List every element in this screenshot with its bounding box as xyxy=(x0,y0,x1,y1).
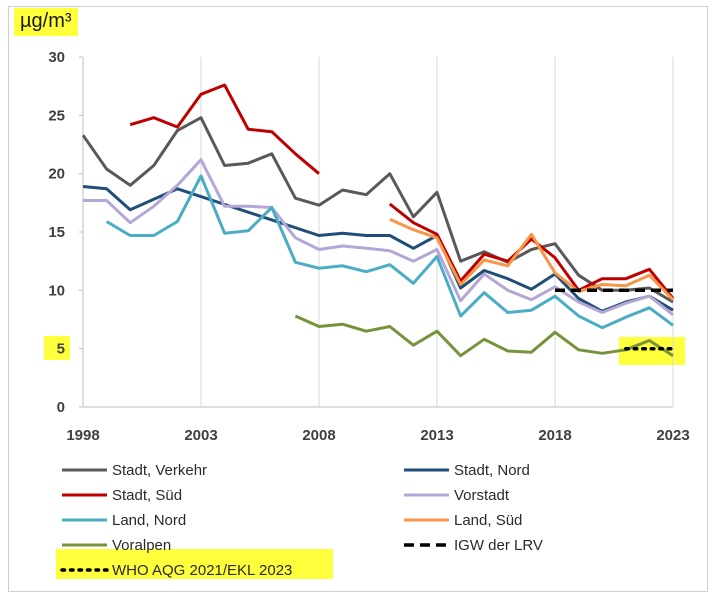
y-tick-label: 5 xyxy=(57,341,65,358)
series-line xyxy=(294,314,674,358)
legend-label: Land, Süd xyxy=(454,512,522,529)
y-tick-highlight xyxy=(44,336,70,360)
axes-layer: 0 5 10 15 20 25 30 1998 2003 2008 2013 2018 2023 xyxy=(48,49,689,444)
x-tick-label: 2008 xyxy=(302,427,335,444)
y-tick-label: 20 xyxy=(48,166,65,183)
x-tick-label: 1998 xyxy=(66,427,99,444)
series-line xyxy=(389,217,675,301)
y-tick-label: 15 xyxy=(48,224,65,241)
legend-label: Voralpen xyxy=(112,537,171,554)
chart-frame xyxy=(8,6,708,592)
series-line xyxy=(388,202,675,300)
y-tick-label: 25 xyxy=(48,107,65,124)
legend-label: Stadt, Verkehr xyxy=(112,462,207,479)
series-layer xyxy=(81,83,675,358)
y-tick-label: 0 xyxy=(57,399,65,416)
legend-label: Land, Nord xyxy=(112,512,186,529)
legend-label: Stadt, Süd xyxy=(112,487,182,504)
x-tick-label: 2018 xyxy=(538,427,571,444)
legend: Stadt, Verkehr Stadt, Nord Stadt, Süd Vorst… xyxy=(60,462,543,579)
y-tick-label: 30 xyxy=(48,49,65,66)
legend-who-highlight xyxy=(56,549,333,579)
x-tick-label: 2023 xyxy=(656,427,689,444)
series-line xyxy=(129,83,320,175)
legend-label: IGW der LRV xyxy=(454,537,543,554)
series-line xyxy=(81,116,674,304)
legend-label: Stadt, Nord xyxy=(454,462,530,479)
legend-label: WHO AQG 2021/EKL 2023 xyxy=(112,562,292,579)
x-tick-label: 2013 xyxy=(420,427,453,444)
unit-label: µg/m³ xyxy=(14,8,78,36)
legend-label: Vorstadt xyxy=(454,487,510,504)
series-line xyxy=(83,158,674,316)
grid-layer xyxy=(200,57,674,407)
x-tick-label: 2003 xyxy=(184,427,217,444)
y-tick-label: 10 xyxy=(48,282,65,299)
series-line xyxy=(105,174,674,330)
